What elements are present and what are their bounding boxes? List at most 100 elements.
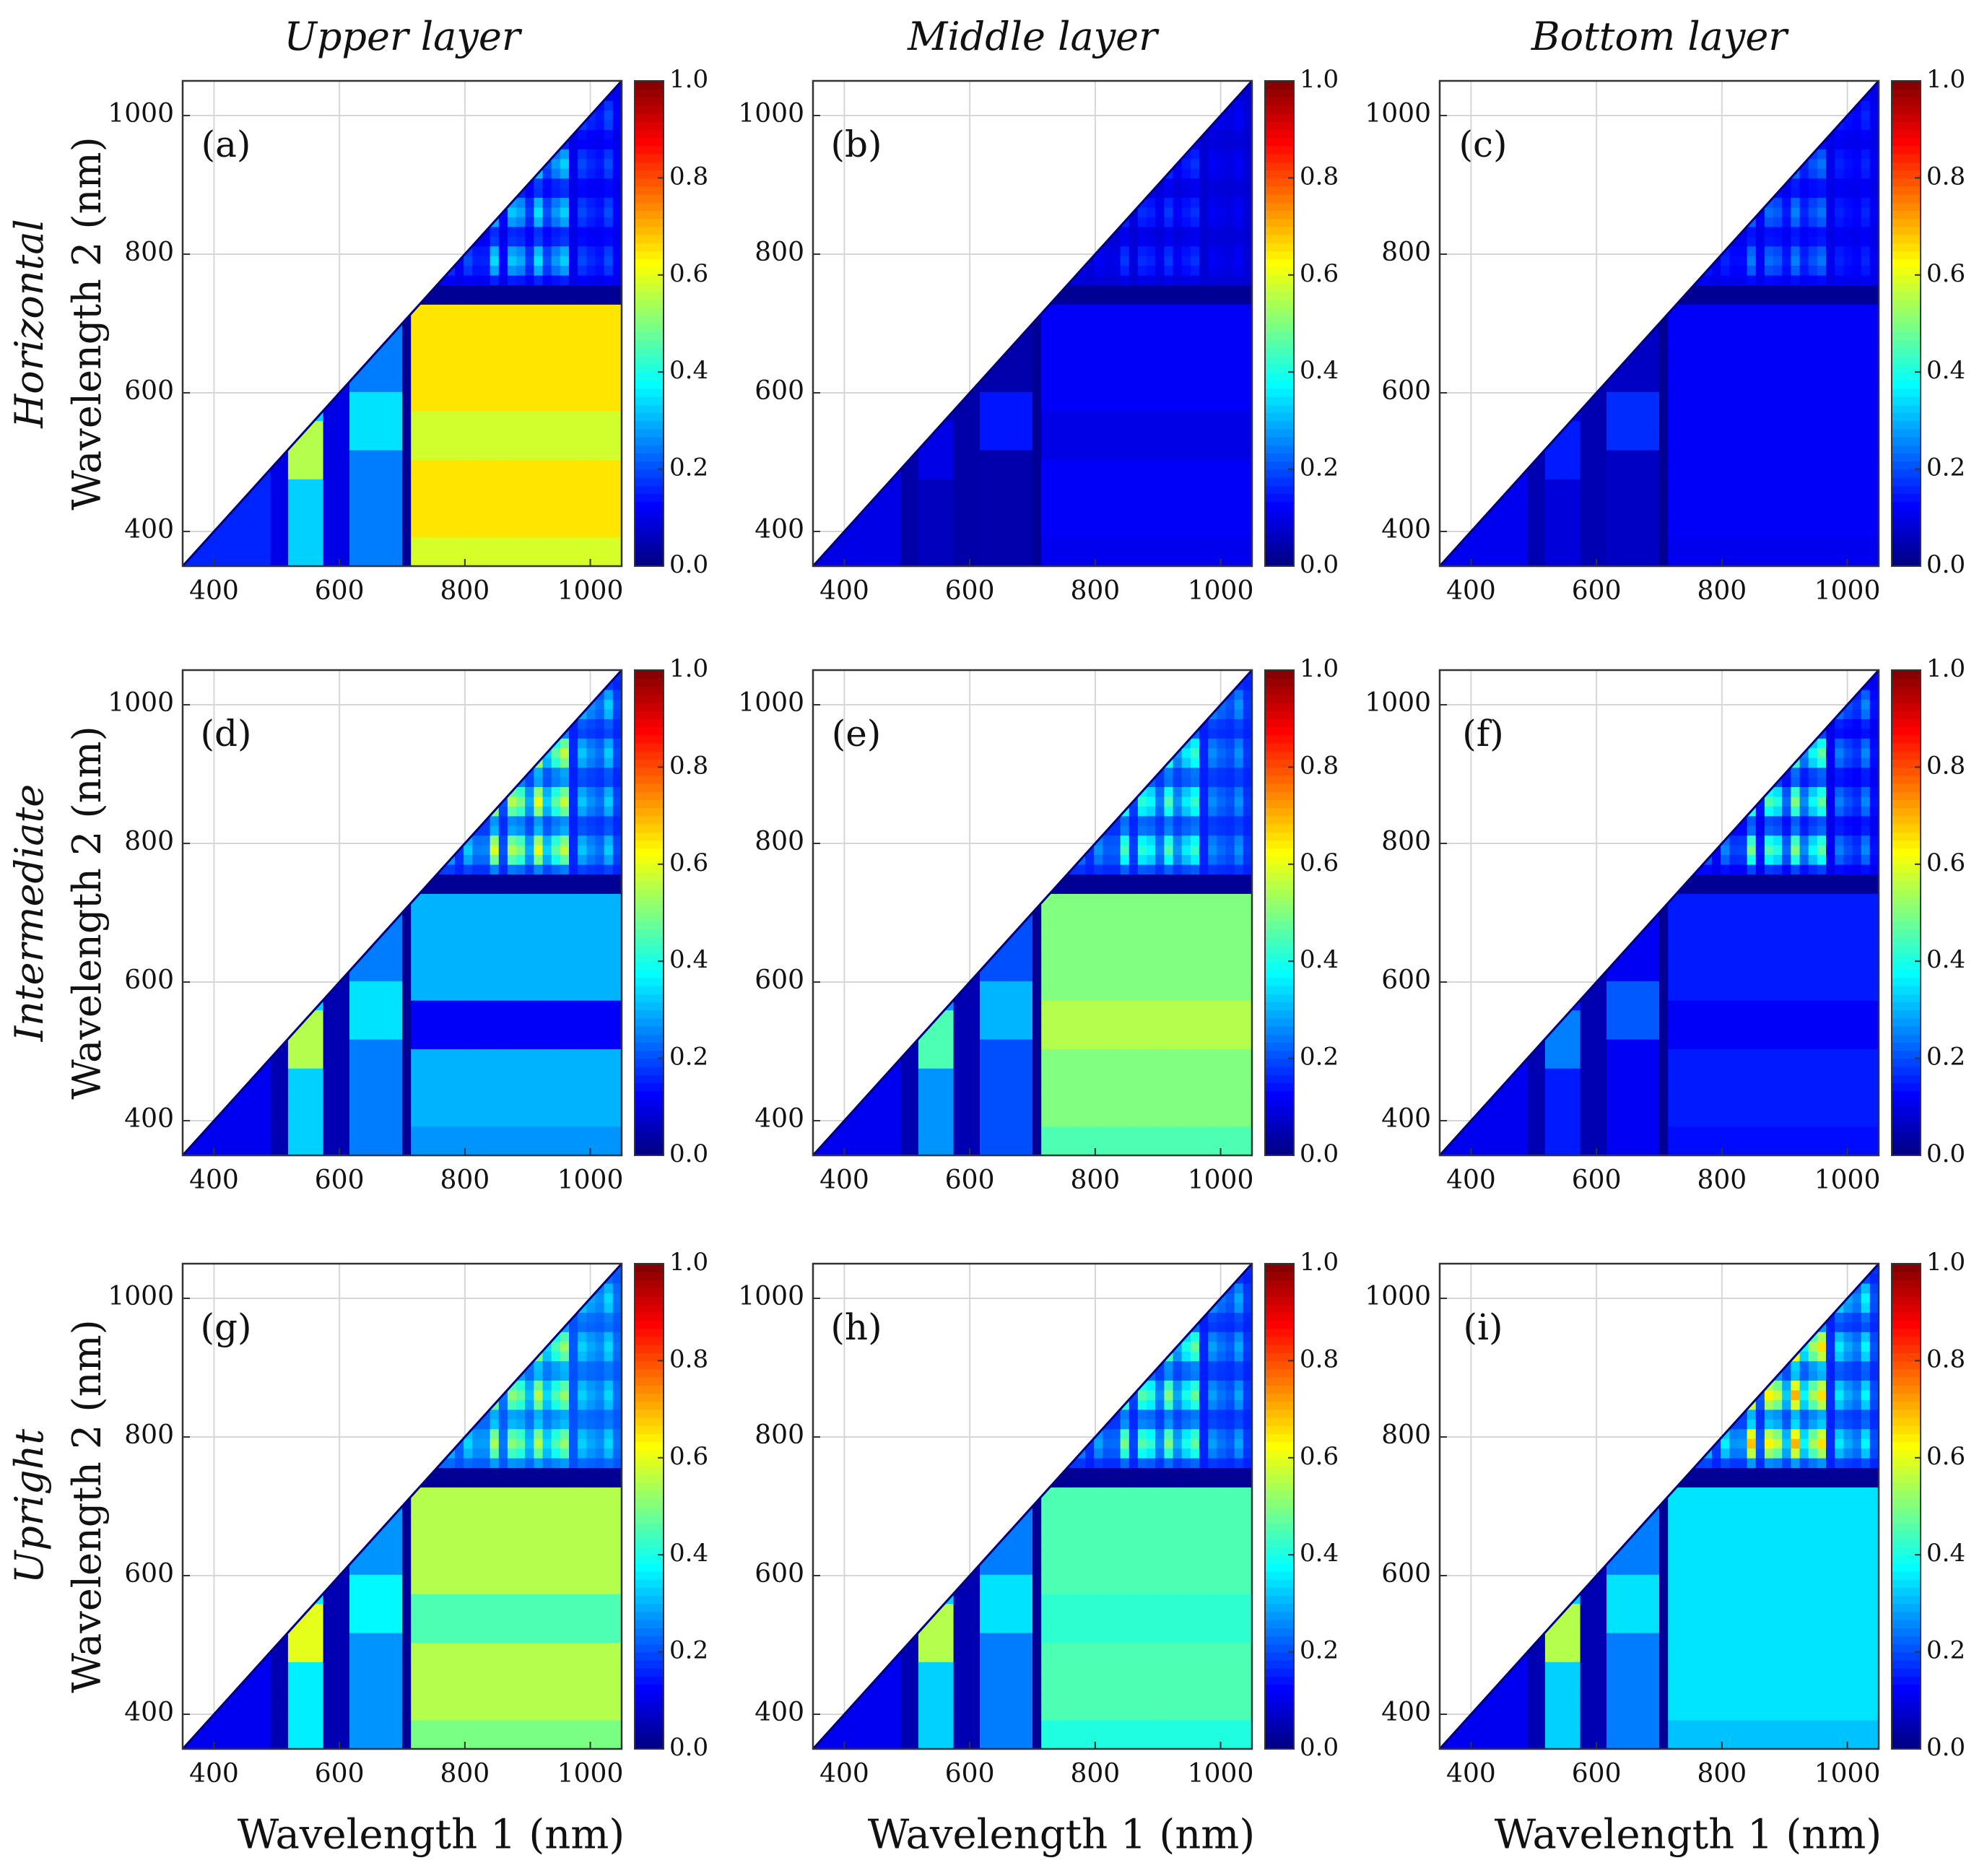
heat-cell [1703,304,1713,315]
heat-cell [1755,285,1765,295]
heat-cell [481,1038,491,1049]
heat-cell [445,547,456,557]
heat-cell [411,1000,421,1011]
heat-cell [1544,469,1555,479]
heat-cell [1782,294,1792,305]
colorbar-segment [1892,234,1921,243]
heat-cell [1703,352,1713,363]
heat-cell [1685,449,1695,460]
heat-cell [1685,411,1695,422]
heat-cell [1217,187,1227,198]
heat-cell [516,864,526,874]
heat-cell [1755,333,1765,344]
heat-cell [1562,469,1573,479]
heat-cell [1225,372,1235,383]
heat-cell [297,440,307,451]
heat-cell [1799,547,1809,557]
heat-cell [1799,517,1809,528]
colorbar-tick-label: 0.4 [1300,356,1339,385]
heat-cell [1668,537,1678,547]
heat-cell [1747,517,1757,528]
heat-cell [1181,401,1191,412]
heat-cell [1208,304,1218,315]
heat-cell [1817,352,1827,363]
heat-cell [1835,469,1845,479]
heat-cell [560,556,570,567]
heat-cell [1155,449,1165,460]
heat-cell [1562,508,1573,518]
heat-cell [1764,547,1774,557]
heat-cell [472,893,482,904]
heat-cell [1861,498,1871,509]
heat-cell [1147,527,1157,538]
heat-cell [604,440,614,451]
heat-cell [551,391,561,402]
heat-cell [445,981,456,991]
heat-cell [1632,372,1643,383]
heat-cell [1234,168,1244,179]
heat-cell [1137,508,1147,518]
heat-cell [287,1038,297,1049]
heat-cell [1869,313,1879,324]
heat-cell [1712,313,1721,324]
heat-cell [419,449,430,460]
heat-cell [1799,207,1809,217]
heat-cell [1147,294,1157,305]
heat-cell [384,342,394,354]
heat-cell [498,362,508,373]
heat-cell [1694,430,1704,440]
heat-cell [1747,508,1757,518]
heat-cell [1843,236,1853,247]
heat-cell [1111,304,1121,315]
heat-cell [962,411,972,422]
heat-cell [988,401,999,412]
heat-cell [970,440,981,451]
heat-cell [472,401,482,412]
heat-cell [516,1136,526,1147]
heat-cell [1014,469,1025,479]
heat-cell [472,913,482,924]
heat-cell [586,420,596,431]
heat-cell [1518,508,1529,518]
heat-cell [1076,537,1086,547]
heat-cell [1137,420,1147,431]
heat-cell [1869,411,1879,422]
heat-cell [892,488,902,499]
heat-cell [516,517,526,528]
heat-cell [1137,352,1147,363]
heat-cell [270,488,280,499]
heat-cell [507,285,517,295]
heat-cell [569,139,578,149]
heat-cell [830,547,840,557]
heat-cell [586,440,596,451]
heat-cell [1606,440,1616,451]
heat-cell [490,352,500,363]
heat-cell [1006,479,1016,490]
heat-cell [1685,313,1695,324]
heat-cell [1199,372,1209,383]
heat-cell [1685,391,1695,402]
heat-cell [323,1029,333,1040]
heat-cell [612,498,622,509]
heat-cell [1677,401,1687,412]
heat-cell [1032,362,1042,373]
heat-cell [980,556,989,567]
heat-cell [490,236,500,247]
heat-cell [1738,274,1748,285]
heat-cell [1094,294,1104,305]
heat-cell [1738,420,1748,431]
heat-cell [1755,459,1765,470]
heat-cell [604,488,614,499]
heat-cell [1041,323,1051,334]
heat-cell [1518,556,1529,567]
heat-cell [997,440,1007,451]
heat-cell [970,488,981,499]
heat-cell [1843,556,1853,567]
heat-cell [1147,323,1157,334]
heat-cell [1764,401,1774,412]
heat-cell [1208,556,1218,567]
heat-cell [490,844,500,856]
heat-cell [1571,508,1581,518]
heat-cell [1120,333,1130,344]
heat-cell [507,1000,517,1011]
